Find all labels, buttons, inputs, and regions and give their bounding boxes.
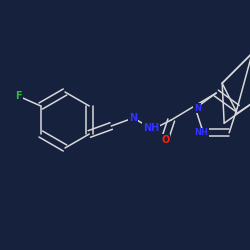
Text: N: N (129, 113, 137, 123)
Text: N: N (194, 104, 201, 113)
Text: O: O (161, 135, 169, 145)
Text: NH: NH (143, 123, 159, 133)
Text: NH: NH (194, 128, 208, 137)
Text: F: F (16, 91, 22, 101)
